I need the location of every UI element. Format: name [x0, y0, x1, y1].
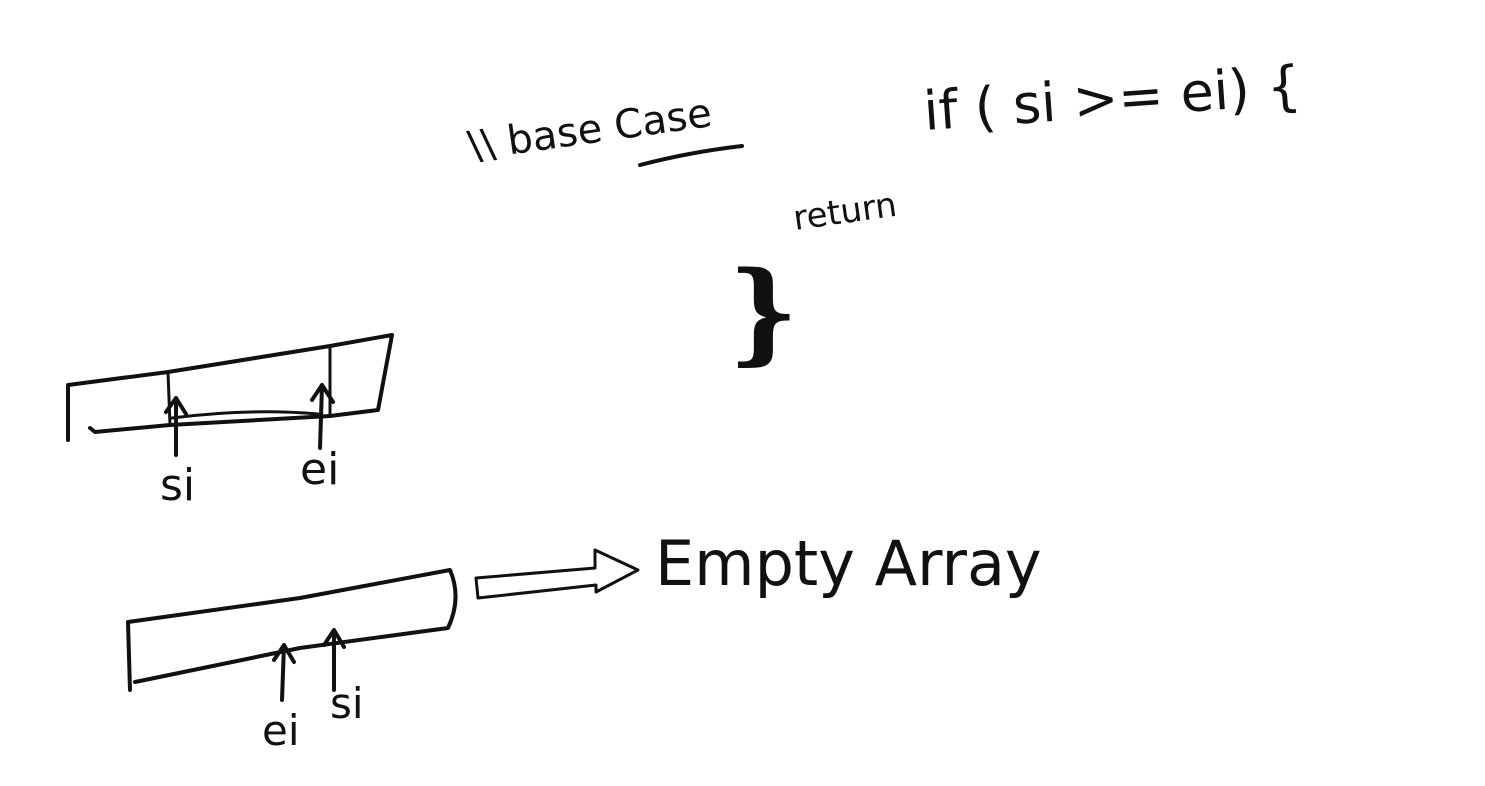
upper-array-range-curve	[170, 410, 320, 420]
lower-array-outline	[126, 568, 458, 692]
lower-si-label: si	[330, 679, 364, 728]
empty-array-text: Empty Array	[655, 527, 1042, 600]
upper-ei-arrow	[310, 383, 335, 450]
lower-array-diagram: ei si	[126, 568, 458, 755]
base-case-comment: \\ base Case	[465, 90, 744, 170]
lower-ei-arrow	[272, 643, 296, 702]
case-underline	[638, 144, 744, 167]
if-condition-text: if ( si >= ei) {	[922, 54, 1304, 143]
upper-si-arrow	[164, 396, 188, 457]
upper-ei-label: ei	[300, 444, 339, 495]
hollow-arrow-shape	[474, 548, 640, 600]
upper-array-divider-left	[166, 370, 172, 427]
lower-si-arrow	[322, 628, 346, 692]
result-arrow	[474, 548, 640, 600]
closing-brace-text: }	[728, 247, 799, 376]
upper-array-diagram: si ei	[66, 333, 394, 511]
lower-ei-label: ei	[262, 706, 300, 755]
upper-si-label: si	[160, 460, 195, 511]
upper-array-outline	[66, 333, 394, 442]
return-text: return	[791, 185, 900, 239]
